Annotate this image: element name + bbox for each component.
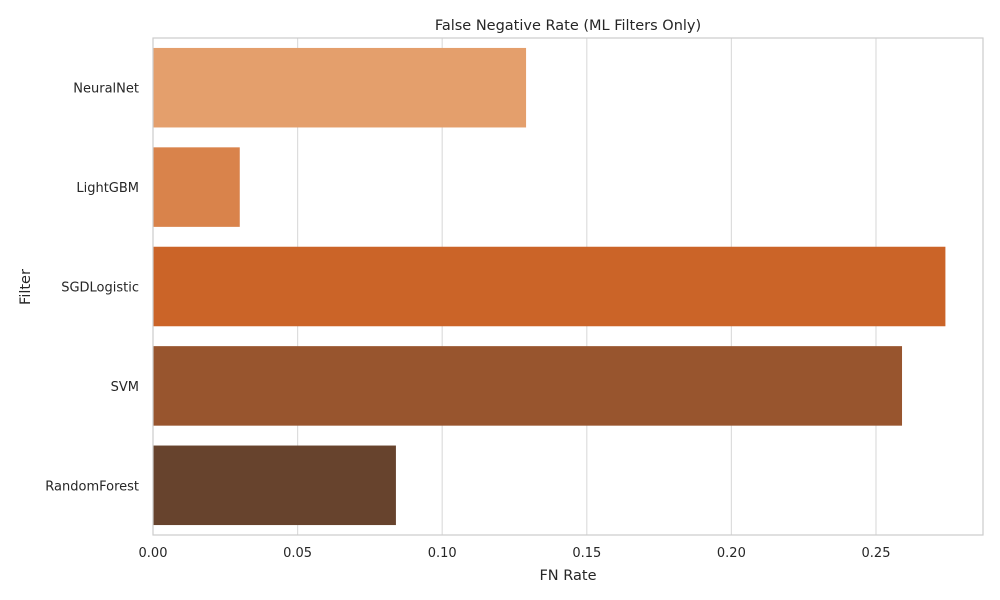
y-tick-label: SGDLogistic: [61, 281, 139, 296]
y-tick-label: RandomForest: [45, 479, 139, 494]
bar-sgdlogistic: [153, 246, 946, 327]
chart-title: False Negative Rate (ML Filters Only): [435, 18, 701, 34]
plot-frame: [152, 37, 984, 536]
bar-svm: [153, 346, 903, 426]
x-tick-label: 0.10: [428, 546, 457, 561]
bar-lightgbm: [153, 147, 240, 227]
bars: [153, 47, 946, 526]
y-tick-label: NeuralNet: [73, 82, 139, 97]
bar-randomforest: [153, 445, 396, 526]
y-axis-title: Filter: [18, 269, 34, 305]
y-tick-labels: NeuralNet LightGBM SGDLogistic SVM RandomFor…: [45, 82, 139, 495]
x-tick-label: 0.25: [862, 546, 891, 561]
x-tick-label: 0.05: [283, 546, 312, 561]
bar-neuralnet: [153, 47, 527, 128]
x-tick-label: 0.00: [139, 546, 168, 561]
x-tick-label: 0.15: [572, 546, 601, 561]
y-tick-label: LightGBM: [76, 181, 139, 196]
x-tick-label: 0.20: [717, 546, 746, 561]
x-tick-labels: 0.00 0.05 0.10 0.15 0.20 0.25: [139, 546, 891, 561]
x-axis-title: FN Rate: [539, 568, 596, 584]
y-tick-label: SVM: [111, 380, 139, 395]
